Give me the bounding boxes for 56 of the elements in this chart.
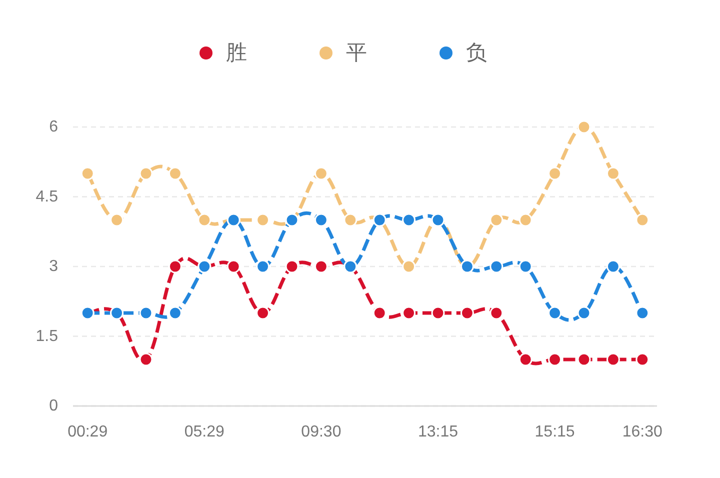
point bbox=[168, 260, 182, 274]
x-tick-label: 09:30 bbox=[301, 424, 342, 440]
point bbox=[606, 260, 620, 274]
point bbox=[548, 352, 562, 366]
point bbox=[636, 213, 650, 227]
point bbox=[636, 306, 650, 320]
point bbox=[139, 306, 153, 320]
point bbox=[490, 213, 504, 227]
point bbox=[518, 260, 532, 274]
point bbox=[256, 306, 270, 320]
point bbox=[402, 306, 416, 320]
y-tick-label: 4.5 bbox=[36, 188, 58, 206]
point bbox=[314, 260, 328, 274]
point bbox=[460, 306, 474, 320]
point bbox=[577, 306, 591, 320]
point bbox=[256, 213, 270, 227]
y-tick-label: 1.5 bbox=[36, 328, 58, 345]
x-tick-label: 05:29 bbox=[184, 424, 225, 440]
point bbox=[606, 352, 620, 366]
y-tick-label: 0 bbox=[49, 398, 58, 414]
point bbox=[139, 166, 153, 180]
point bbox=[372, 306, 386, 320]
x-tick-label: 00:29 bbox=[68, 424, 108, 440]
legend-label: 平 bbox=[346, 42, 367, 64]
point bbox=[431, 306, 445, 320]
point bbox=[226, 260, 240, 274]
point bbox=[314, 166, 328, 180]
point bbox=[577, 352, 591, 366]
x-tick-label: 13:15 bbox=[418, 424, 458, 440]
x-tick-label: 16:30 bbox=[622, 424, 663, 440]
point bbox=[402, 260, 416, 274]
point bbox=[110, 213, 124, 227]
point bbox=[168, 166, 182, 180]
point bbox=[344, 213, 358, 227]
y-tick-label: 6 bbox=[49, 118, 58, 136]
point bbox=[518, 352, 532, 366]
point bbox=[402, 213, 416, 227]
point bbox=[139, 352, 153, 366]
point bbox=[548, 306, 562, 320]
point bbox=[490, 260, 504, 274]
point bbox=[577, 120, 591, 134]
point bbox=[636, 352, 650, 366]
point bbox=[518, 213, 532, 227]
point bbox=[548, 166, 562, 180]
point bbox=[285, 260, 299, 274]
legend-label: 胜 bbox=[226, 42, 247, 64]
point bbox=[490, 306, 504, 320]
point bbox=[80, 166, 94, 180]
point bbox=[256, 260, 270, 274]
point bbox=[198, 213, 212, 227]
x-tick-label: 15:15 bbox=[534, 424, 575, 440]
y-tick-label: 3 bbox=[49, 258, 58, 275]
point bbox=[168, 306, 182, 320]
point bbox=[314, 213, 328, 227]
point bbox=[606, 166, 620, 180]
legend-label: 负 bbox=[466, 42, 487, 64]
